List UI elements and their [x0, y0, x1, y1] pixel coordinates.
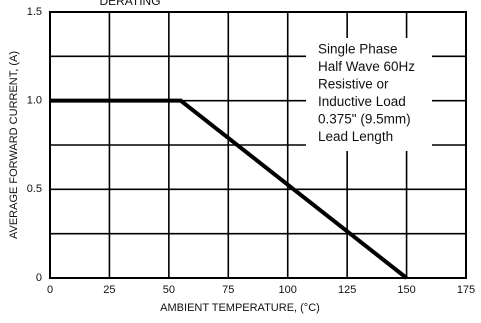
x-axis-label: AMBIENT TEMPERATURE, (°C) — [160, 302, 320, 314]
chart-title: DERATING — [99, 0, 160, 8]
annotation-text: Lead Length — [318, 129, 393, 144]
data-line — [50, 98, 408, 280]
x-tick-label: 50 — [163, 284, 175, 296]
annotation-box — [306, 38, 432, 151]
x-tick-label: 25 — [103, 284, 115, 296]
x-tick-label: 150 — [397, 284, 415, 296]
x-tick-label: 175 — [457, 284, 475, 296]
x-tick-label: 0 — [47, 284, 53, 296]
y-tick-label: 0.5 — [27, 183, 42, 195]
x-tick-label: 100 — [279, 284, 297, 296]
plot-border — [49, 11, 467, 279]
annotation-text: Single Phase — [318, 42, 398, 57]
x-tick-label: 125 — [338, 284, 356, 296]
annotation-text: Inductive Load — [318, 94, 406, 109]
y-tick-label: 0 — [36, 272, 42, 284]
x-tick-label: 75 — [222, 284, 234, 296]
annotation-text: Half Wave 60Hz — [318, 59, 415, 74]
annotation-text: Resistive or — [318, 77, 389, 92]
y-tick-label: 1.0 — [27, 95, 42, 107]
annotation-text: 0.375" (9.5mm) — [318, 112, 411, 127]
y-tick-label: 1.5 — [27, 6, 42, 18]
y-axis-label: AVERAGE FORWARD CURRENT, (A) — [8, 51, 20, 239]
